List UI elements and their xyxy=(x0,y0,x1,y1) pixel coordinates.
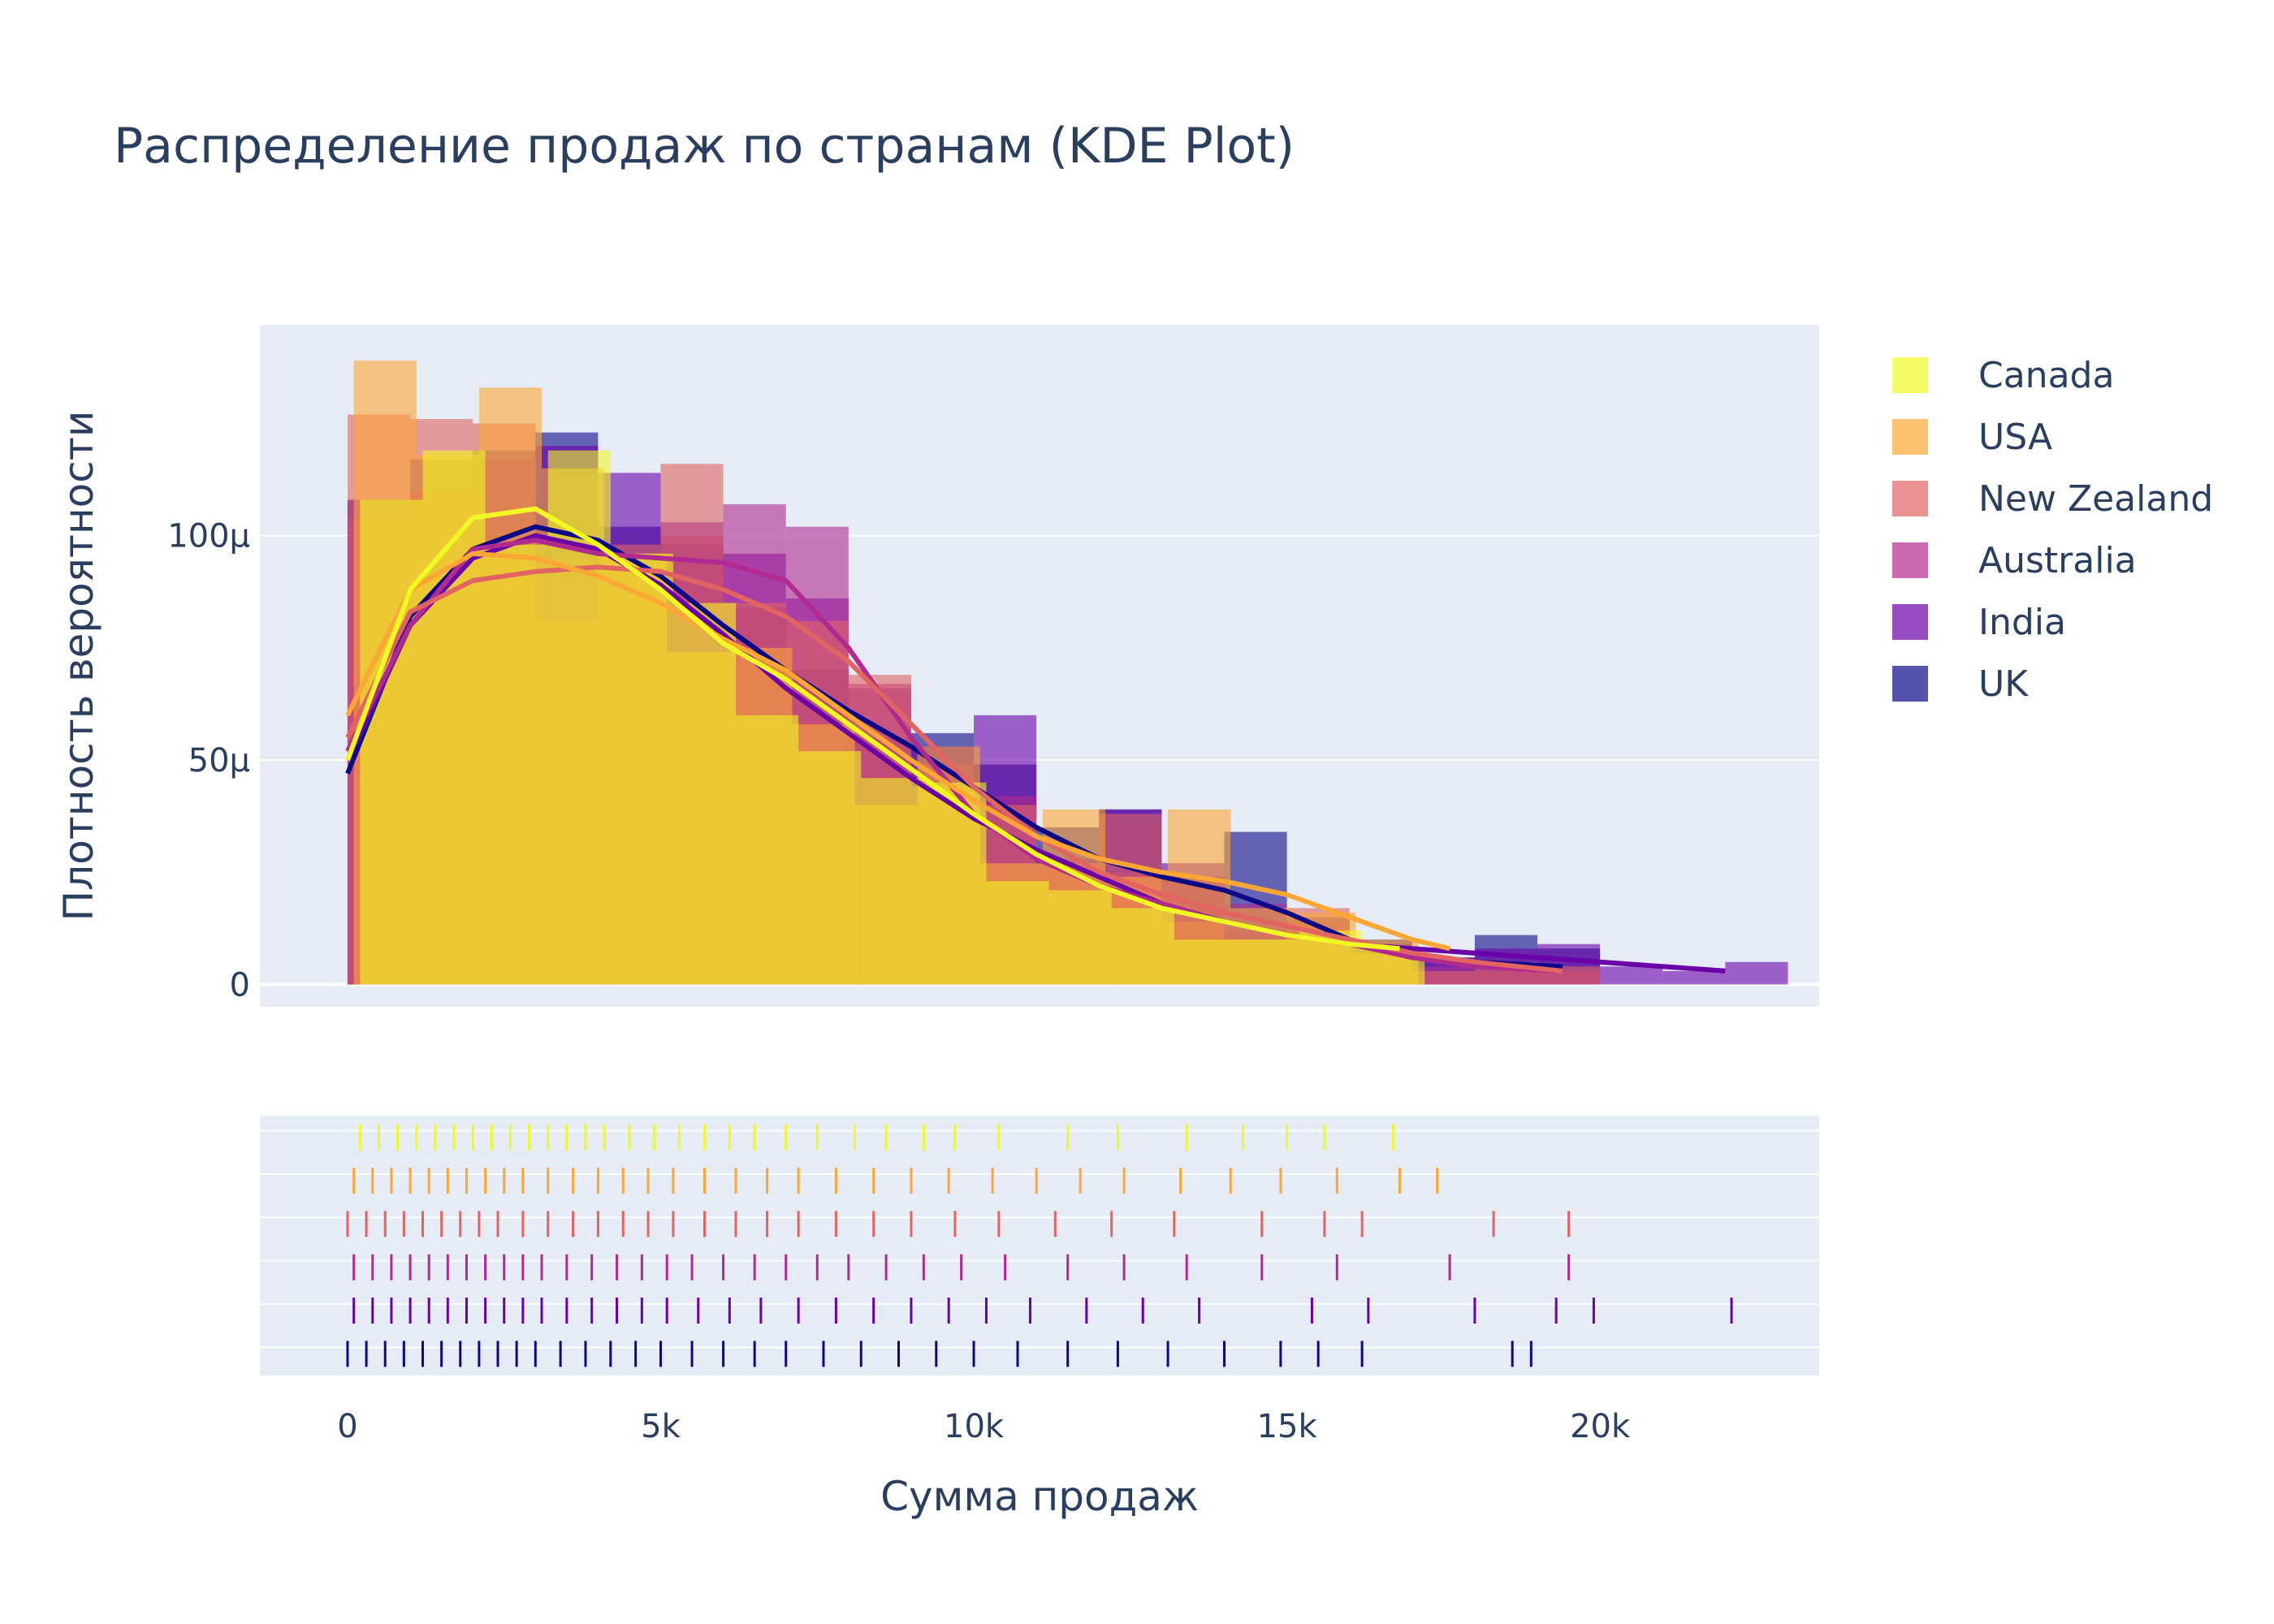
legend-swatch xyxy=(1892,357,1928,393)
legend-label: New Zealand xyxy=(1978,478,2213,520)
histogram-bar xyxy=(923,782,987,985)
legend: Canada USA New Zealand Australia India UK xyxy=(1892,355,2213,705)
histogram-bar xyxy=(986,881,1049,985)
legend-swatch xyxy=(1892,481,1928,516)
legend-label: UK xyxy=(1978,663,2029,705)
histogram-bar xyxy=(1048,890,1112,985)
histogram-bar xyxy=(485,544,548,985)
histogram-bar xyxy=(1236,939,1299,985)
kde-curve xyxy=(345,551,1450,952)
histogram-bar xyxy=(1662,970,1726,985)
x-tick-label: 15k xyxy=(1257,1408,1318,1445)
histogram-bar xyxy=(672,603,737,985)
y-tick-labels: 0 50μ 100μ xyxy=(167,518,250,1004)
x-tick-label: 5k xyxy=(641,1408,681,1445)
y-tick-label: 0 xyxy=(230,966,250,1004)
histogram-bar xyxy=(1111,908,1174,985)
histogram-bar xyxy=(798,751,862,985)
legend-label: Australia xyxy=(1978,540,2137,581)
x-tick-label: 20k xyxy=(1570,1408,1631,1445)
chart-title: Распределение продаж по странам (KDE Plo… xyxy=(114,118,1295,175)
legend-swatch xyxy=(1892,666,1928,702)
legend-label: Canada xyxy=(1978,355,2114,396)
histogram-bar xyxy=(1725,961,1788,985)
kde-curve xyxy=(345,506,1400,952)
x-tick-labels: 0 5k 10k 15k 20k xyxy=(337,1408,1631,1445)
x-tick-label: 0 xyxy=(337,1408,357,1445)
histogram-bar xyxy=(610,553,673,985)
y-axis-title: Плотность вероятности xyxy=(55,411,102,922)
histogram-bar xyxy=(1600,966,1663,985)
kde-curve xyxy=(345,533,1726,974)
y-tick-label: 50μ xyxy=(188,742,250,780)
legend-label: India xyxy=(1978,602,2066,643)
x-tick-label: 10k xyxy=(944,1408,1005,1445)
histogram-bar xyxy=(1174,939,1237,985)
kde-curves xyxy=(345,506,1726,974)
histogram-bar xyxy=(1412,970,1475,985)
legend-swatch xyxy=(1892,419,1928,455)
rug-marks xyxy=(346,1124,1733,1367)
rug-gridlines xyxy=(260,1129,1819,1349)
histogram-bar xyxy=(360,499,423,985)
kde-curve xyxy=(345,564,1563,974)
histogram-bar xyxy=(861,778,924,985)
legend-swatch xyxy=(1892,604,1928,640)
y-tick-label: 100μ xyxy=(167,518,250,555)
histogram-bar xyxy=(422,450,486,985)
x-axis-title: Сумма продаж xyxy=(880,1473,1199,1520)
histogram-bar xyxy=(736,715,799,985)
legend-swatch xyxy=(1892,542,1928,578)
rug-plot-background xyxy=(260,1116,1819,1376)
legend-label: USA xyxy=(1978,417,2052,458)
